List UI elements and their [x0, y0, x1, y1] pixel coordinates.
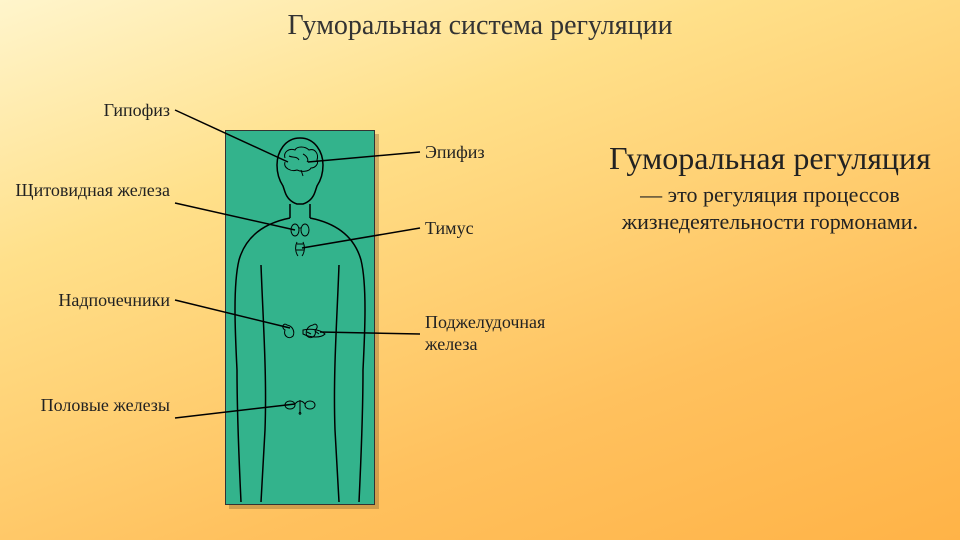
- label-thyroid: Щитовидная железа: [0, 180, 170, 202]
- connector-lines: [0, 0, 960, 540]
- label-pancreas: Поджелудочная железа: [425, 312, 585, 355]
- page-title: Гуморальная система регуляции: [0, 0, 960, 42]
- label-gonads: Половые железы: [0, 395, 170, 417]
- label-adrenals: Надпочечники: [0, 290, 170, 312]
- definition-body: — это регуляция процессов жизнедеятельно…: [600, 181, 940, 236]
- label-epifiz: Эпифиз: [425, 142, 575, 164]
- definition-heading: Гуморальная регуляция: [600, 140, 940, 177]
- definition-block: Гуморальная регуляция — это регуляция пр…: [600, 140, 940, 236]
- label-gipofiz: Гипофиз: [0, 100, 170, 122]
- label-timus: Тимус: [425, 218, 575, 240]
- body-silhouette: [225, 130, 375, 505]
